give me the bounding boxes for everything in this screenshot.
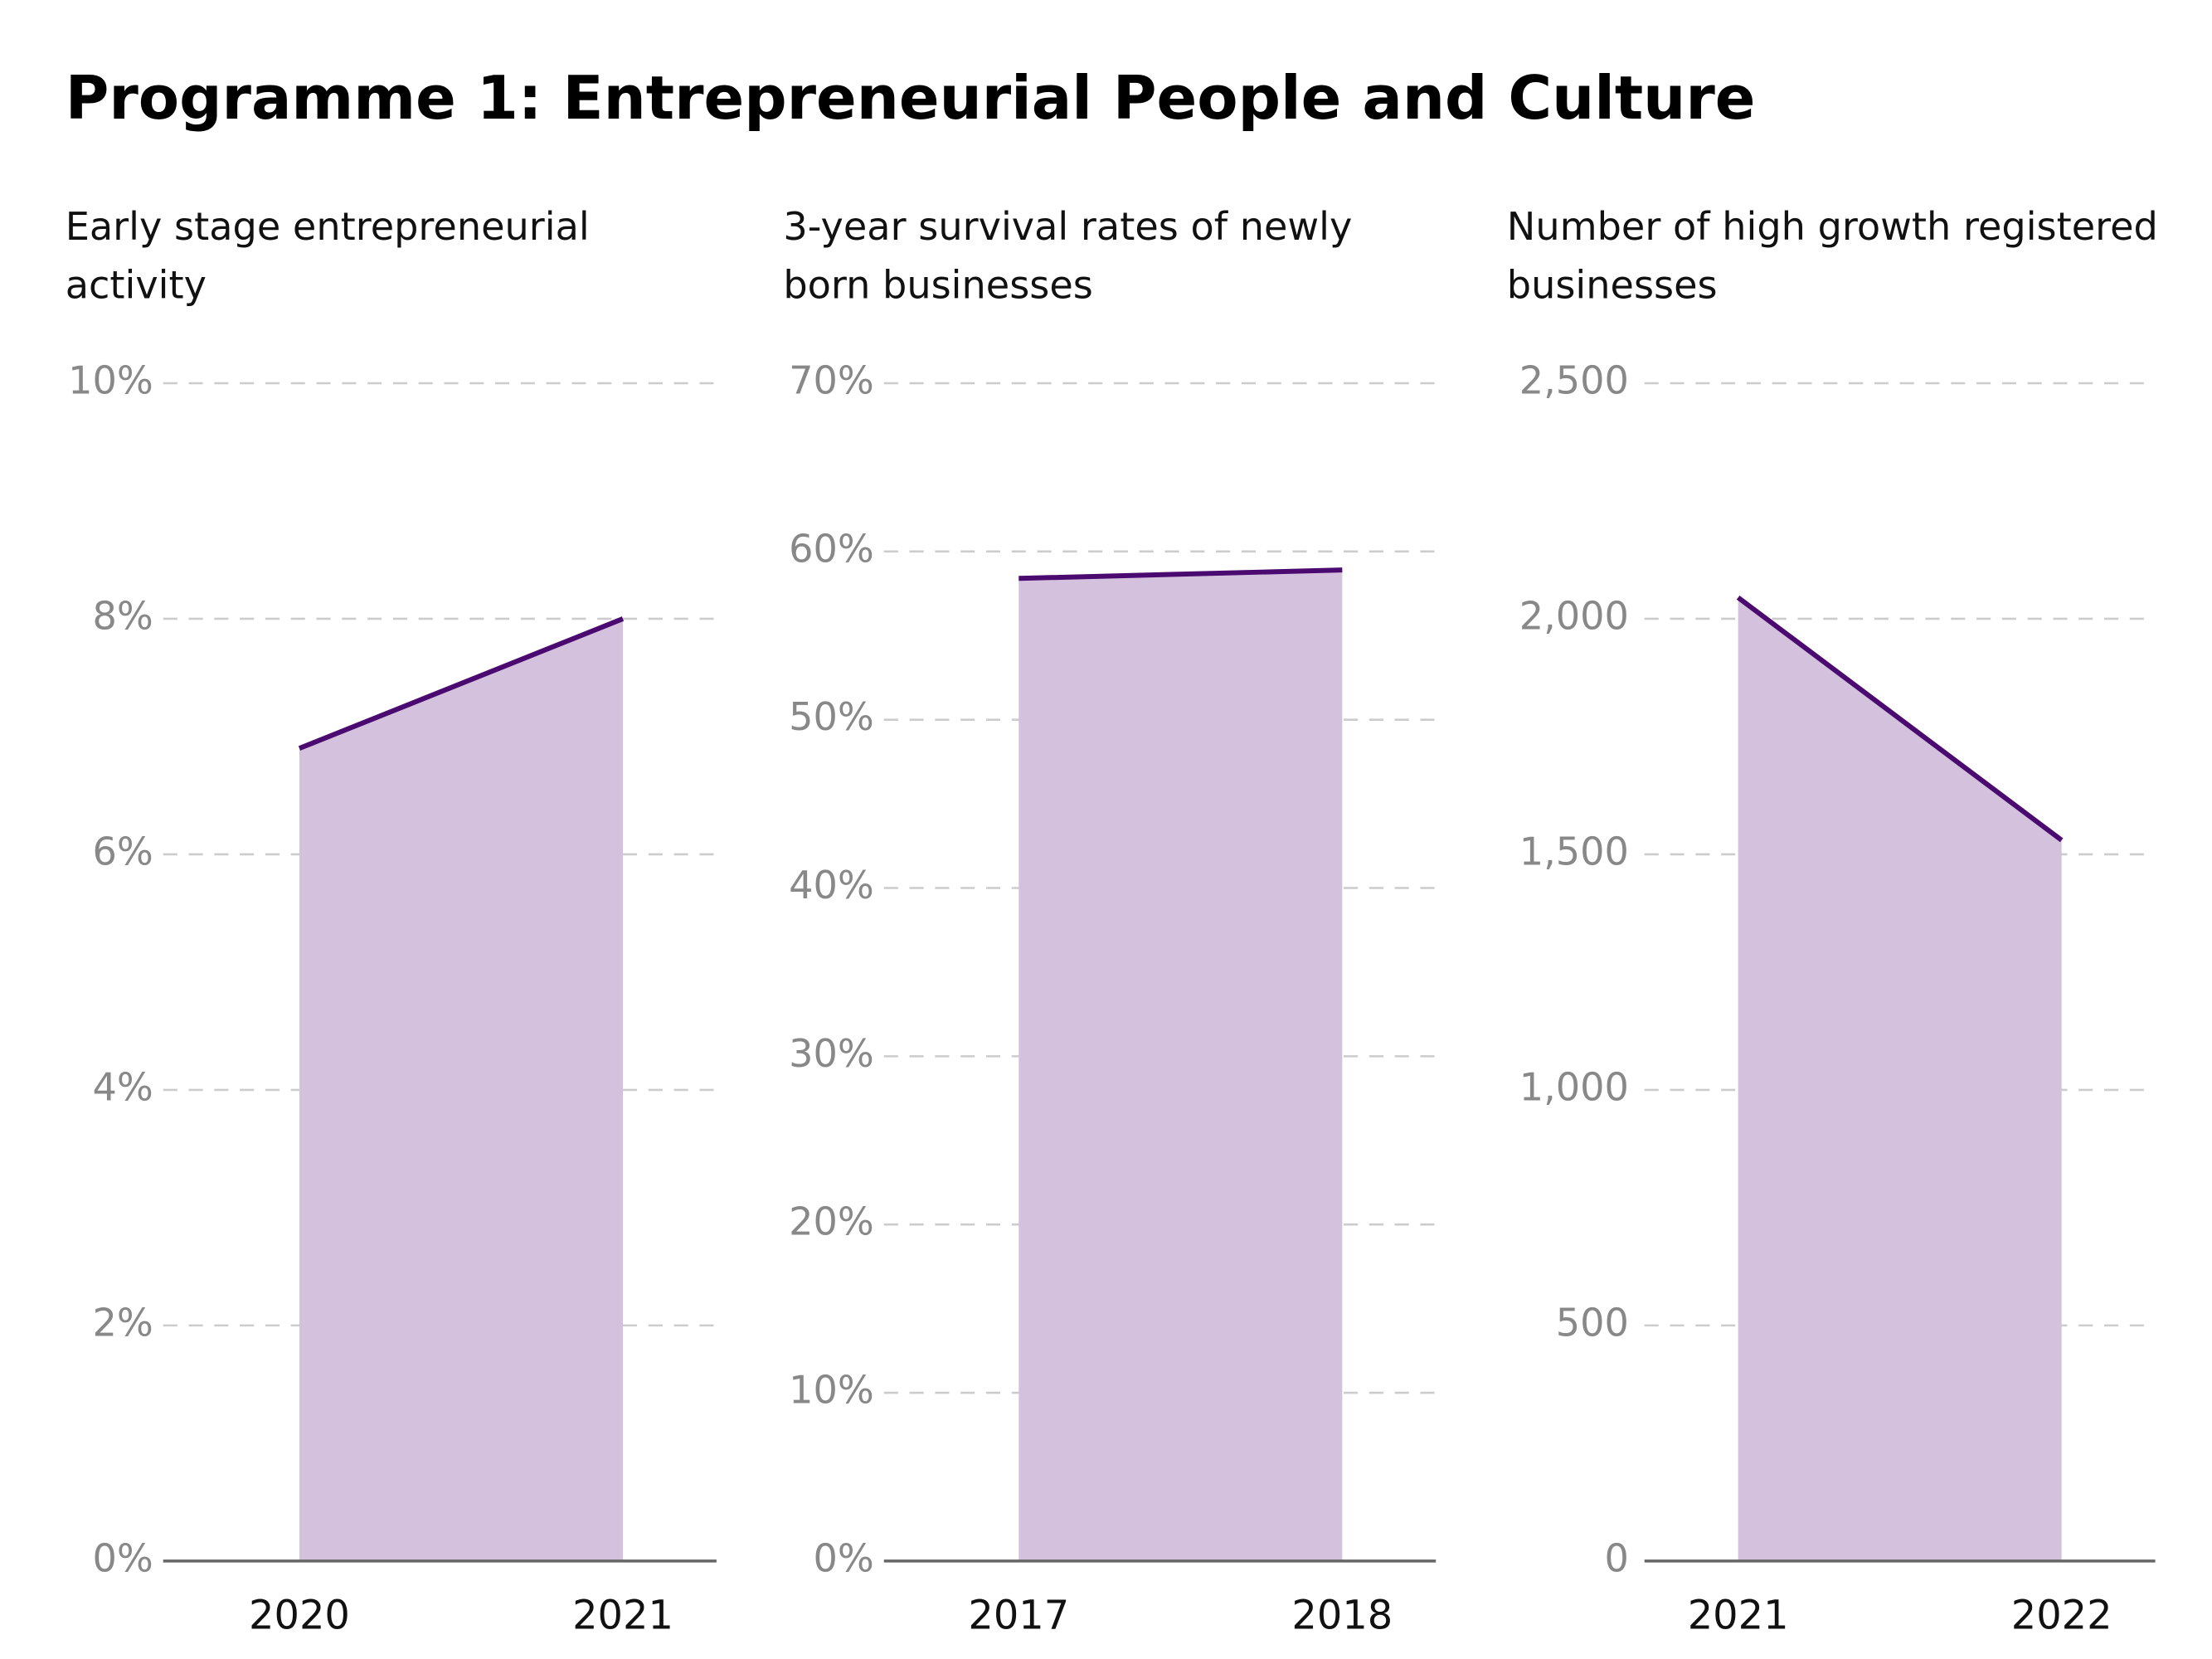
chart-title-box: Early stage entrepreneurial activity [65,206,590,309]
y-tick-label: 10% [68,358,153,402]
line [1018,567,1343,581]
chart-title: 3-year survival rates of newly born busi… [783,206,1353,309]
area [1738,597,2062,1561]
chart-title-box: Number of high growth registered busines… [1506,206,2158,309]
x-tick-label: 2020 [249,1593,350,1638]
y-tick-label: 2% [93,1300,153,1345]
y-tick-label: 70% [789,358,874,402]
y-tick-label: 10% [789,1368,874,1413]
x-tick-label: 2017 [968,1593,1069,1638]
line [1736,596,2064,843]
area [1018,570,1343,1561]
y-tick-label: 50% [789,694,874,739]
y-tick-label: 2,500 [1519,358,1629,402]
y-tick-label: 0% [814,1535,874,1580]
y-tick-label: 1,500 [1519,829,1629,873]
x-tick-label: 2022 [2011,1593,2112,1638]
y-tick-label: 30% [789,1031,874,1076]
chart-title: Number of high growth registered busines… [1506,206,2158,309]
y-tick-label: 40% [789,863,874,907]
area [299,618,624,1561]
y-tick-label: 1,000 [1519,1064,1629,1109]
y-tick-label: 20% [789,1199,874,1244]
y-tick-label: 8% [93,593,153,638]
chart-title-box: 3-year survival rates of newly born busi… [783,206,1353,309]
y-tick-label: 6% [93,829,153,873]
y-tick-label: 0% [93,1535,153,1580]
x-tick-label: 2018 [1291,1593,1393,1638]
y-tick-label: 2,000 [1519,593,1629,638]
y-tick-label: 4% [93,1064,153,1109]
page-title: Programme 1: Entrepreneurial People and … [66,63,1756,133]
y-tick-label: 60% [789,526,874,571]
y-tick-label: 500 [1556,1300,1629,1345]
line [298,616,625,751]
chart-title: Early stage entrepreneurial activity [65,206,590,309]
x-tick-label: 2021 [1688,1593,1789,1638]
x-tick-label: 2021 [572,1593,673,1638]
y-tick-label: 0 [1605,1535,1629,1580]
